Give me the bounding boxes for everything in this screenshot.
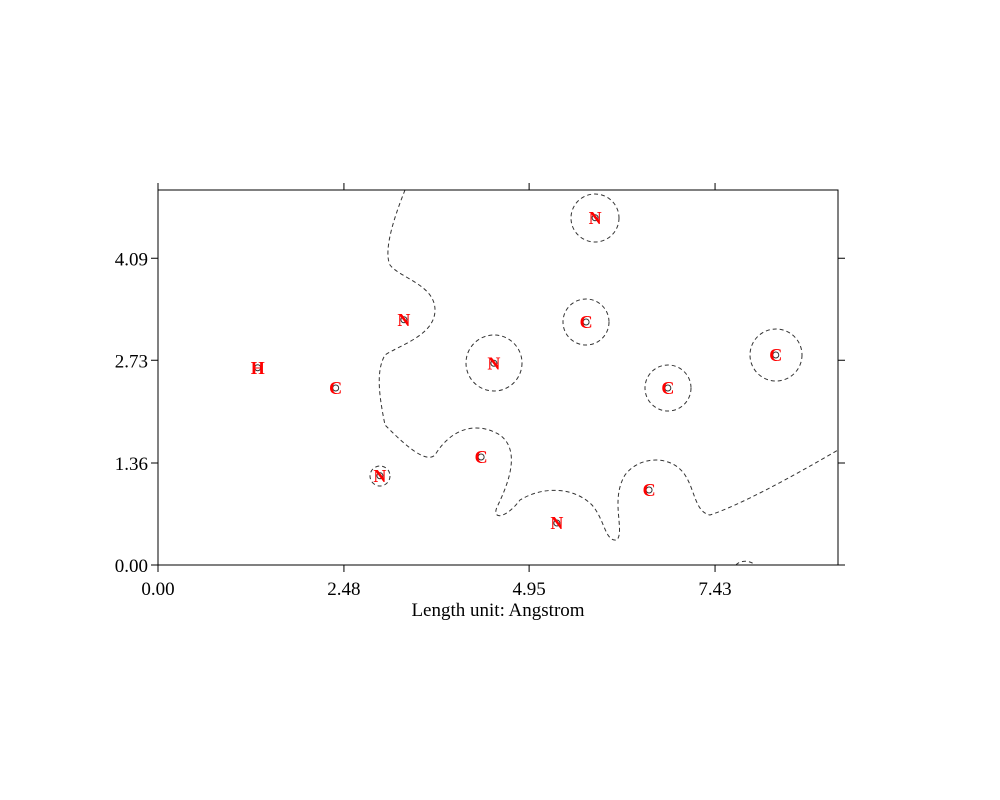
atom-nucleus (772, 351, 780, 359)
plot-frame (157, 189, 839, 566)
contour-line (735, 560, 756, 566)
x-tick-label: 0.00 (141, 579, 174, 600)
y-tick-label: 1.36 (115, 454, 148, 475)
x-tick-label: 4.95 (512, 579, 545, 600)
atom-label: C (661, 378, 674, 398)
contour-line (570, 193, 620, 243)
atom-label: C (329, 378, 342, 398)
atom-label: C (475, 447, 488, 467)
atom-nucleus (477, 453, 485, 461)
atom-nucleus (376, 472, 384, 480)
atom-nucleus (591, 214, 599, 222)
contour-line (562, 298, 610, 346)
atom-label: N (550, 513, 563, 533)
y-tick-label: 0.00 (115, 556, 148, 577)
atom-label: H (251, 358, 265, 378)
contour-line (749, 328, 803, 382)
atom-nucleus (400, 316, 408, 324)
x-axis-label: Length unit: Angstrom (411, 600, 584, 621)
contour-line (644, 364, 692, 412)
contour-line (369, 465, 391, 487)
atom-label: C (769, 345, 782, 365)
x-tick-label: 2.48 (327, 579, 360, 600)
contour-line (378, 189, 839, 541)
atom-label: N (373, 466, 386, 486)
y-tick-label: 4.09 (115, 249, 148, 270)
atom-label: N (487, 353, 500, 373)
atom-label: C (643, 480, 656, 500)
atom-nucleus (664, 384, 672, 392)
contour-line (465, 334, 523, 392)
atom-label: N (397, 310, 410, 330)
atom-nucleus (332, 384, 340, 392)
atom-nucleus (254, 364, 262, 372)
contours (369, 189, 839, 566)
atom-nucleus (582, 318, 590, 326)
atom-label: C (580, 312, 593, 332)
atom-label: N (589, 208, 602, 228)
x-tick-label: 7.43 (698, 579, 731, 600)
atom-nucleus (490, 359, 498, 367)
atom-nucleus (553, 519, 561, 527)
atom-nucleus (645, 486, 653, 494)
y-tick-label: 2.73 (115, 351, 148, 372)
